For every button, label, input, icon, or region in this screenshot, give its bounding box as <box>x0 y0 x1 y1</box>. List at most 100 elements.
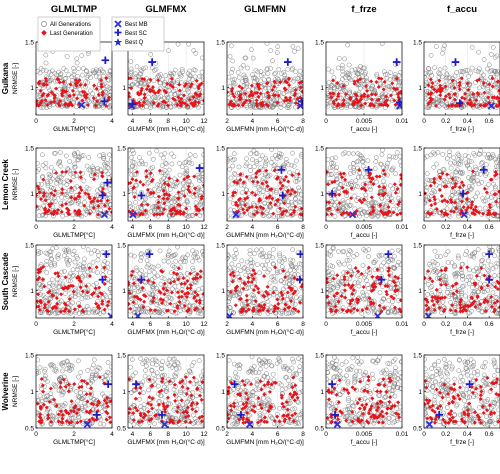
point-last <box>59 209 64 214</box>
point-all <box>148 209 154 214</box>
point-all <box>108 89 112 95</box>
x-tick-label: 4 <box>251 321 255 328</box>
point-last <box>172 279 177 284</box>
point-last <box>490 76 495 81</box>
point-last <box>246 307 251 312</box>
point-last <box>100 301 105 306</box>
point-last <box>369 195 374 200</box>
point-all <box>263 160 268 166</box>
point-all <box>85 247 91 253</box>
point-last <box>160 300 165 305</box>
point-all <box>62 189 68 195</box>
point-all <box>293 158 299 164</box>
point-last <box>328 91 333 96</box>
point-all <box>140 273 146 279</box>
point-last <box>359 94 364 99</box>
point-last <box>197 301 202 306</box>
y-tick-label: 1 <box>221 191 225 198</box>
point-all <box>227 91 232 97</box>
point-all <box>227 304 233 310</box>
point-all <box>257 187 263 192</box>
point-all <box>97 153 103 159</box>
point-all <box>334 165 340 170</box>
point-last <box>432 87 437 92</box>
point-all <box>489 68 495 74</box>
point-last <box>459 180 464 185</box>
point-last <box>241 180 246 185</box>
point-all <box>389 308 395 314</box>
point-all <box>367 270 373 276</box>
point-all <box>328 85 333 90</box>
point-all <box>357 278 363 283</box>
point-all <box>346 151 352 156</box>
point-all <box>100 295 106 301</box>
point-all <box>329 69 335 75</box>
point-all <box>458 158 464 164</box>
point-last <box>335 81 340 86</box>
point-all <box>356 283 362 289</box>
point-all <box>227 213 230 219</box>
point-all <box>288 274 293 280</box>
point-all <box>186 157 192 162</box>
point-all <box>191 194 197 200</box>
point-all <box>151 265 157 271</box>
point-all <box>93 69 98 75</box>
point-all <box>99 68 105 74</box>
point-last <box>348 301 353 306</box>
point-last <box>392 280 397 285</box>
point-all <box>57 98 63 104</box>
point-all <box>150 165 155 170</box>
point-all <box>254 151 260 156</box>
points <box>128 42 204 111</box>
point-all <box>143 272 149 278</box>
point-all <box>351 167 357 173</box>
point-all <box>271 97 277 103</box>
point-last <box>93 286 98 291</box>
point-last <box>357 167 362 172</box>
x-axis-label: GLMLTMP[°C] <box>53 231 95 239</box>
point-all <box>128 59 134 64</box>
point-last <box>336 94 341 99</box>
point-all <box>360 163 366 169</box>
point-all <box>107 186 112 192</box>
point-last <box>239 309 244 314</box>
point-all <box>182 201 188 207</box>
point-last <box>453 103 458 108</box>
point-all <box>84 185 90 190</box>
point-last <box>278 180 283 185</box>
point-last <box>472 212 477 217</box>
point-last <box>459 208 464 213</box>
point-all <box>263 156 269 161</box>
point-all <box>477 85 482 91</box>
point-all <box>55 255 61 261</box>
point-last <box>191 103 196 108</box>
point-all <box>355 273 361 279</box>
point-all <box>266 213 272 219</box>
point-all <box>466 175 471 180</box>
point-last <box>299 206 303 211</box>
point-all <box>271 104 276 110</box>
point-all <box>139 268 144 274</box>
point-all <box>190 268 196 273</box>
point-all <box>347 264 353 270</box>
point-last <box>163 100 168 105</box>
point-all <box>55 161 61 166</box>
point-last <box>257 168 262 173</box>
point-last <box>284 208 289 213</box>
point-all <box>141 82 147 87</box>
point-all <box>272 310 278 315</box>
point-all <box>197 73 203 79</box>
point-all <box>462 153 468 158</box>
point-last <box>465 197 470 202</box>
point-last <box>192 174 197 179</box>
point-last <box>377 174 382 179</box>
point-all <box>287 86 293 92</box>
point-all <box>328 171 334 177</box>
point-all <box>458 68 463 74</box>
point-last <box>326 182 331 187</box>
point-last <box>67 309 72 314</box>
point-last <box>369 92 374 97</box>
point-last <box>179 294 184 299</box>
point-all <box>100 152 106 157</box>
point-last <box>144 87 149 92</box>
